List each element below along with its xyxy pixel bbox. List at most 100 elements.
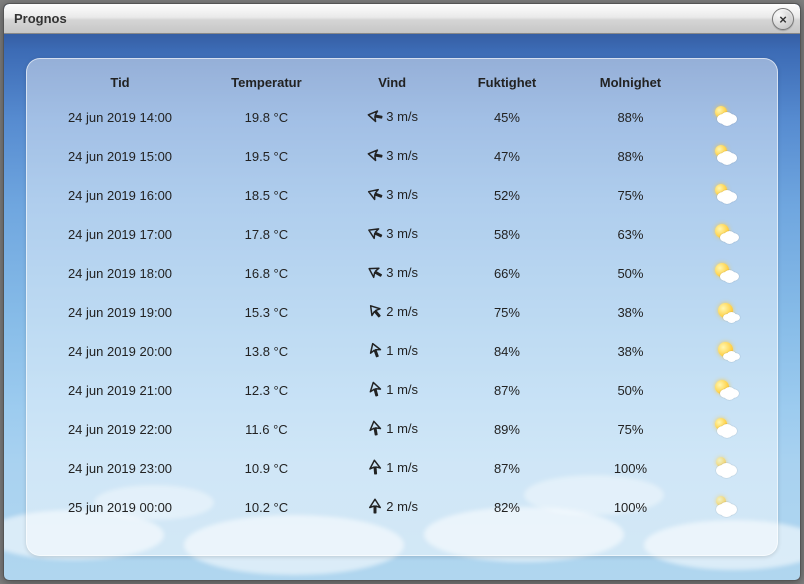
cell-time: 25 jun 2019 00:00 bbox=[45, 488, 195, 527]
cell-wind: 3 m/s bbox=[338, 176, 447, 215]
cell-temp: 12.3 °C bbox=[195, 371, 338, 410]
cell-cloud: 50% bbox=[567, 254, 693, 293]
cell-temp: 17.8 °C bbox=[195, 215, 338, 254]
wind-speed: 1 m/s bbox=[386, 382, 418, 397]
wind-speed: 1 m/s bbox=[386, 460, 418, 475]
cell-cloud: 63% bbox=[567, 215, 693, 254]
cell-cloud: 100% bbox=[567, 488, 693, 527]
weather-icon bbox=[712, 455, 740, 479]
table-row: 24 jun 2019 16:00 18.5 °C 3 m/s 52% 75% bbox=[45, 176, 759, 215]
cell-temp: 13.8 °C bbox=[195, 332, 338, 371]
table-header-row: Tid Temperatur Vind Fuktighet Molnighet bbox=[45, 69, 759, 98]
cell-time: 24 jun 2019 21:00 bbox=[45, 371, 195, 410]
cell-humidity: 84% bbox=[447, 332, 568, 371]
cell-cloud: 38% bbox=[567, 332, 693, 371]
table-row: 24 jun 2019 17:00 17.8 °C 3 m/s 58% 63% bbox=[45, 215, 759, 254]
cell-time: 24 jun 2019 19:00 bbox=[45, 293, 195, 332]
table-row: 24 jun 2019 19:00 15.3 °C 2 m/s 75% 38% bbox=[45, 293, 759, 332]
cell-humidity: 87% bbox=[447, 371, 568, 410]
cell-wind: 1 m/s bbox=[338, 332, 447, 371]
cell-icon bbox=[694, 137, 759, 176]
cell-icon bbox=[694, 488, 759, 527]
table-row: 24 jun 2019 20:00 13.8 °C 1 m/s 84% 38% bbox=[45, 332, 759, 371]
cell-wind: 1 m/s bbox=[338, 449, 447, 488]
forecast-panel: Tid Temperatur Vind Fuktighet Molnighet … bbox=[26, 58, 778, 556]
wind-speed: 3 m/s bbox=[386, 265, 418, 280]
weather-icon bbox=[712, 377, 740, 401]
cell-time: 24 jun 2019 14:00 bbox=[45, 98, 195, 137]
close-icon: × bbox=[779, 12, 787, 27]
cell-humidity: 87% bbox=[447, 449, 568, 488]
cell-time: 24 jun 2019 17:00 bbox=[45, 215, 195, 254]
col-icon bbox=[694, 69, 759, 98]
table-row: 24 jun 2019 18:00 16.8 °C 3 m/s 66% 50% bbox=[45, 254, 759, 293]
cell-temp: 18.5 °C bbox=[195, 176, 338, 215]
cell-time: 24 jun 2019 23:00 bbox=[45, 449, 195, 488]
cell-time: 24 jun 2019 15:00 bbox=[45, 137, 195, 176]
cell-icon bbox=[694, 176, 759, 215]
table-row: 25 jun 2019 00:00 10.2 °C 2 m/s 82% 100% bbox=[45, 488, 759, 527]
table-row: 24 jun 2019 21:00 12.3 °C 1 m/s 87% 50% bbox=[45, 371, 759, 410]
weather-icon bbox=[712, 299, 740, 323]
cell-icon bbox=[694, 215, 759, 254]
cell-humidity: 58% bbox=[447, 215, 568, 254]
titlebar: Prognos × bbox=[4, 4, 800, 34]
cell-humidity: 47% bbox=[447, 137, 568, 176]
col-fuktighet: Fuktighet bbox=[447, 69, 568, 98]
wind-speed: 1 m/s bbox=[386, 421, 418, 436]
cell-cloud: 38% bbox=[567, 293, 693, 332]
forecast-dialog: Prognos × Tid Temperatur Vind Fuktighet … bbox=[3, 3, 801, 581]
wind-speed: 3 m/s bbox=[386, 187, 418, 202]
weather-icon bbox=[712, 260, 740, 284]
wind-speed: 3 m/s bbox=[386, 148, 418, 163]
col-temperatur: Temperatur bbox=[195, 69, 338, 98]
table-row: 24 jun 2019 15:00 19.5 °C 3 m/s 47% 88% bbox=[45, 137, 759, 176]
cell-icon bbox=[694, 98, 759, 137]
cell-cloud: 88% bbox=[567, 98, 693, 137]
cell-icon bbox=[694, 293, 759, 332]
cell-temp: 15.3 °C bbox=[195, 293, 338, 332]
cell-icon bbox=[694, 371, 759, 410]
cell-humidity: 45% bbox=[447, 98, 568, 137]
dialog-body: Tid Temperatur Vind Fuktighet Molnighet … bbox=[4, 34, 800, 580]
cell-cloud: 75% bbox=[567, 176, 693, 215]
cell-wind: 3 m/s bbox=[338, 98, 447, 137]
cell-icon bbox=[694, 254, 759, 293]
cell-wind: 1 m/s bbox=[338, 371, 447, 410]
weather-icon bbox=[712, 221, 740, 245]
wind-speed: 3 m/s bbox=[386, 109, 418, 124]
cell-humidity: 52% bbox=[447, 176, 568, 215]
cell-time: 24 jun 2019 18:00 bbox=[45, 254, 195, 293]
cell-temp: 11.6 °C bbox=[195, 410, 338, 449]
cell-cloud: 100% bbox=[567, 449, 693, 488]
weather-icon bbox=[712, 143, 740, 167]
cell-cloud: 75% bbox=[567, 410, 693, 449]
cell-temp: 19.5 °C bbox=[195, 137, 338, 176]
weather-icon bbox=[712, 416, 740, 440]
cell-wind: 2 m/s bbox=[338, 293, 447, 332]
cell-temp: 10.2 °C bbox=[195, 488, 338, 527]
close-button[interactable]: × bbox=[772, 8, 794, 30]
cell-cloud: 50% bbox=[567, 371, 693, 410]
cell-wind: 3 m/s bbox=[338, 137, 447, 176]
forecast-table: Tid Temperatur Vind Fuktighet Molnighet … bbox=[45, 69, 759, 527]
cell-time: 24 jun 2019 22:00 bbox=[45, 410, 195, 449]
wind-speed: 2 m/s bbox=[386, 499, 418, 514]
wind-speed: 1 m/s bbox=[386, 343, 418, 358]
col-molnighet: Molnighet bbox=[567, 69, 693, 98]
cell-wind: 3 m/s bbox=[338, 254, 447, 293]
table-row: 24 jun 2019 23:00 10.9 °C 1 m/s 87% 100% bbox=[45, 449, 759, 488]
dialog-title: Prognos bbox=[14, 11, 67, 26]
weather-icon bbox=[712, 104, 740, 128]
cell-temp: 16.8 °C bbox=[195, 254, 338, 293]
table-row: 24 jun 2019 14:00 19.8 °C 3 m/s 45% 88% bbox=[45, 98, 759, 137]
col-vind: Vind bbox=[338, 69, 447, 98]
weather-icon bbox=[712, 494, 740, 518]
cell-icon bbox=[694, 410, 759, 449]
cell-humidity: 66% bbox=[447, 254, 568, 293]
cell-cloud: 88% bbox=[567, 137, 693, 176]
cell-icon bbox=[694, 449, 759, 488]
table-row: 24 jun 2019 22:00 11.6 °C 1 m/s 89% 75% bbox=[45, 410, 759, 449]
weather-icon bbox=[712, 338, 740, 362]
cell-wind: 1 m/s bbox=[338, 410, 447, 449]
